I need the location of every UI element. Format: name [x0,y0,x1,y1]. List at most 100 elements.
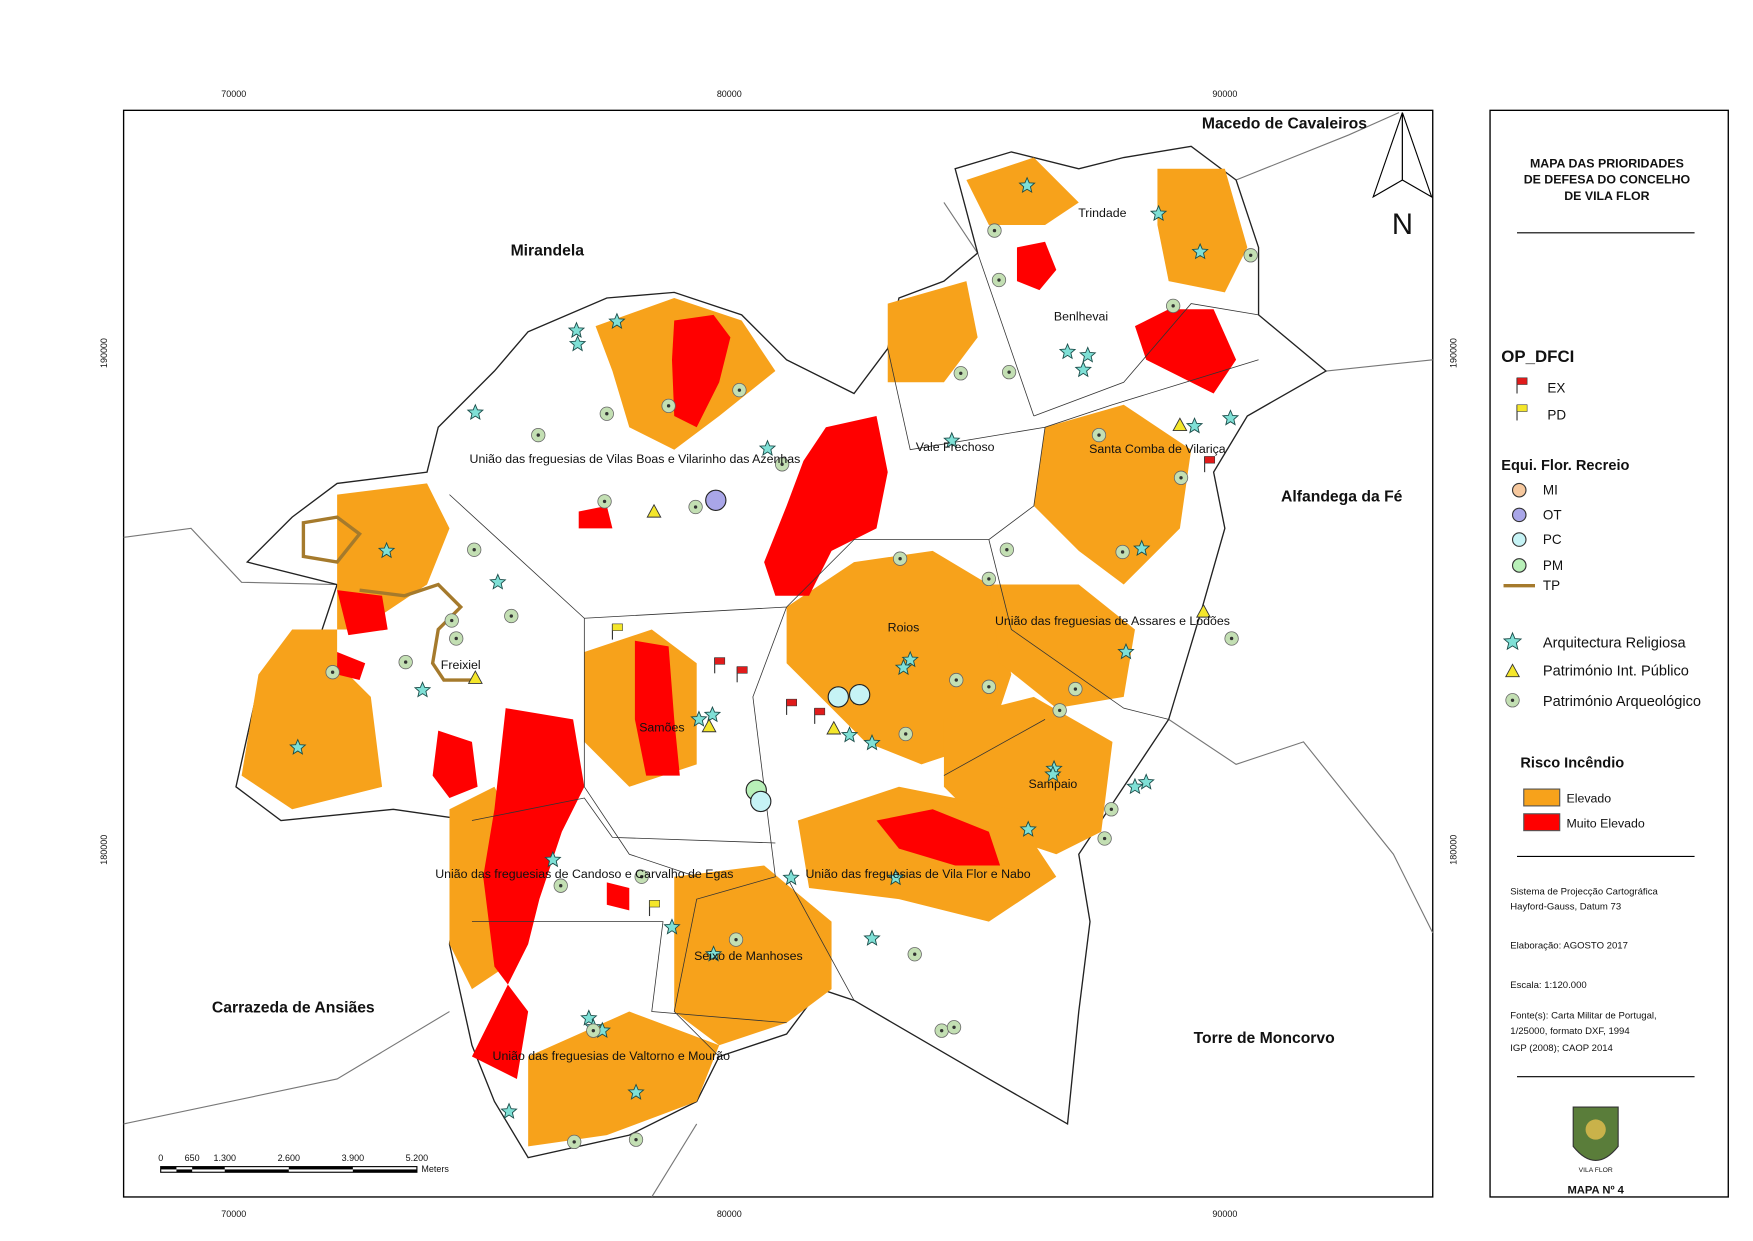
scale-label: 1.300 [214,1153,236,1163]
archaeological-dot [1109,807,1114,811]
parish-label: União das freguesias de Candoso e Carval… [435,867,733,881]
archaeological-dot [330,670,335,674]
archaeological-dot [509,614,513,618]
scale-label: 2.600 [278,1153,300,1163]
archaeological-dot [472,548,476,552]
religious-site [1074,360,1092,378]
archaeological-dot [939,1028,944,1033]
archaeological-dot [987,685,991,689]
religious-site [608,312,626,329]
religious-site [567,321,586,338]
risk-very-high-areas [337,241,1237,1079]
note: 1/25000, formato DXF, 1994 [1510,1026,1630,1037]
scale-label: 3.900 [342,1153,364,1163]
legend-title: MAPA DAS PRIORIDADES [1530,157,1684,171]
religious-site [627,1083,645,1100]
parish-label: Freixiel [441,658,481,672]
neighbor-label: Mirandela [511,242,585,259]
archaeological-dot [559,884,563,888]
grid-label: 90000 [1212,1209,1237,1219]
legend-item: TP [1543,578,1560,593]
public-heritage [646,503,662,518]
legend-item: Património Arqueológico [1543,694,1701,710]
archaeological-dot [780,462,784,466]
scale-unit: Meters [421,1164,449,1174]
archaeological-dot [959,371,963,375]
religious-site [704,945,723,962]
religious-site [1137,773,1155,790]
religious-site [1149,204,1168,222]
dfci-flag [714,657,726,665]
legend-heading: Equi. Flor. Recreio [1501,458,1629,474]
risk-very-high [471,708,585,1079]
grid-label: 180000 [1448,835,1458,865]
grid-label: 90000 [1212,89,1237,99]
note: Elaboração: AGOSTO 2017 [1510,941,1628,952]
point-symbols [289,176,1258,1150]
religious-site [1502,631,1523,651]
grid-label: 80000 [717,89,742,99]
archaeological-dot [536,433,540,437]
archaeological-dot [693,505,698,509]
archaeological-dot [1229,636,1234,641]
risk-high [528,1011,720,1147]
labels: Mirandela Macedo de Cavaleiros Alfandega… [212,115,1403,1063]
scale-label: 5.200 [406,1153,428,1163]
scale-label: 650 [185,1153,200,1163]
neighbor-label: Alfandega da Fé [1281,488,1403,505]
religious-site [943,431,961,449]
dfci-flag [814,707,826,716]
religious-site [901,650,919,668]
religious-site [1058,342,1077,360]
risk-high [887,281,978,383]
legend-symbol [1511,558,1527,573]
parish-label: Seixo de Manhoses [694,949,803,963]
legend-item: OT [1543,507,1562,522]
religious-site [758,439,777,456]
risk-high [1033,404,1192,585]
archaeological-dot [997,278,1001,282]
religious-site [1191,242,1209,260]
religious-site [289,738,307,755]
religious-site [703,705,722,723]
religious-site [377,541,396,559]
archaeological-dot [639,875,644,879]
note: Escala: 1:120.000 [1510,980,1586,991]
religious-site [568,335,587,352]
religious-site [1126,777,1144,795]
archaeological-dot [666,404,671,408]
parish-label: Santa Comba de Vilariça [1089,442,1226,456]
crest-detail [1585,1119,1606,1140]
religious-site [1018,176,1036,193]
archaeological-dot [591,1028,596,1033]
religious-site [1079,346,1097,363]
parish-label: Vale Frechoso [916,440,995,454]
religious-site [489,573,507,590]
archaeological-dot [1120,550,1125,554]
risk-high [988,584,1135,709]
public-heritage [1196,603,1212,618]
archaeological-dot [1179,476,1183,480]
legend-heading: Risco Incêndio [1520,756,1624,772]
archaeological-dot [1073,687,1078,691]
scale-bar-segment [224,1169,289,1173]
map-frame: Mirandela Macedo de Cavaleiros Alfandega… [99,89,1459,1219]
dfci-flag [1516,404,1528,412]
scale-bar-segment [160,1166,177,1170]
archaeological-dot [572,1140,576,1144]
parish-label: União das freguesias de Vila Flor e Nabo [806,867,1031,881]
archaeological-dot [1097,433,1101,437]
parish-label: União das freguesias de Assares e Lodões [995,614,1230,628]
scale-bar: 0 650 1.300 2.600 3.900 5.200 Meters [158,1153,449,1174]
archaeological-dot [737,388,742,392]
archaeological-dot [1005,548,1009,552]
legend-item: PD [1547,407,1566,422]
archaeological-dot [454,636,458,641]
neighbor-label: Macedo de Cavaleiros [1202,115,1367,132]
legend-item: Arquitectura Religiosa [1543,635,1687,651]
grid-labels: 70000 80000 90000 70000 80000 90000 1900… [99,89,1459,1219]
archaeological-dot [1510,698,1515,702]
map-number: MAPA Nº 4 [1567,1185,1624,1197]
archaeological-dot [952,1025,956,1029]
archaeological-dot [602,499,607,504]
